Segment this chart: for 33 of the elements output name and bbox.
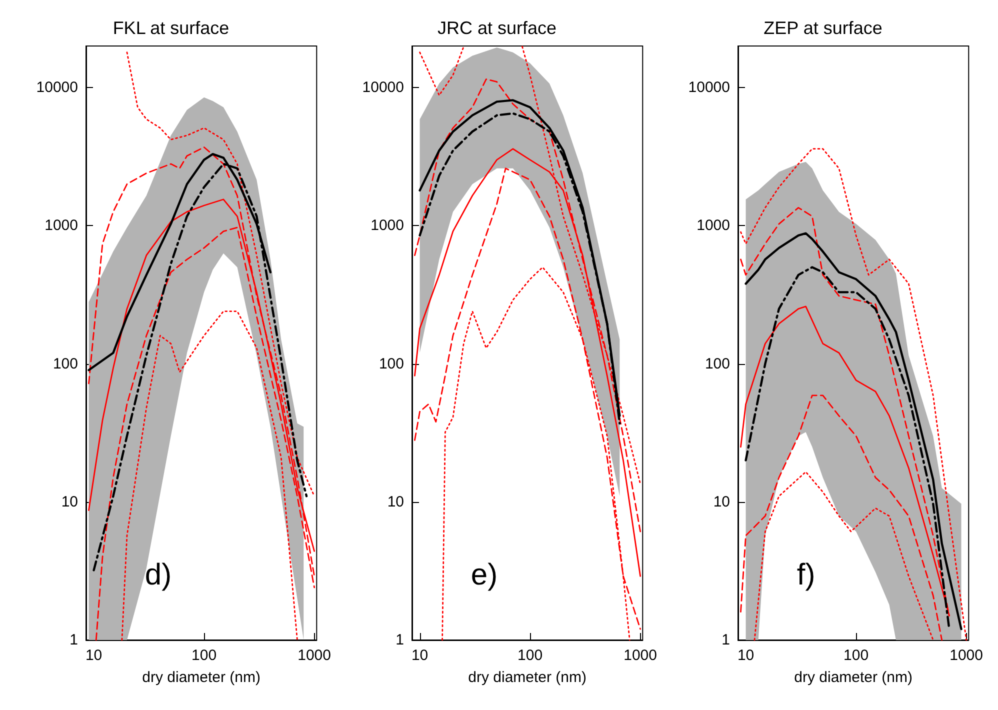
x-tick-label: 10	[85, 647, 102, 664]
x-axis-title: dry diameter (nm)	[468, 669, 587, 686]
chart-title: JRC at surface	[437, 18, 557, 38]
y-tick-label: 100	[378, 355, 404, 372]
x-tick-label: 100	[518, 647, 543, 664]
y-tick-label: 10000	[362, 79, 404, 96]
x-tick-label: 10	[411, 647, 428, 664]
y-tick-label: 100	[52, 355, 78, 372]
y-tick-label: 100	[704, 355, 730, 372]
y-tick-label: 1000	[696, 217, 730, 234]
annotation: e)	[470, 558, 498, 592]
y-tick-label: 10	[387, 493, 404, 510]
y-tick-label: 10	[61, 493, 78, 510]
y-tick-label: 1	[396, 632, 404, 648]
annotation: d)	[144, 558, 172, 592]
y-tick-label: 1000	[44, 217, 78, 234]
x-tick-label: 100	[192, 647, 217, 664]
y-tick-label: 10000	[688, 79, 730, 96]
annotation: f)	[796, 558, 816, 592]
x-tick-label: 10	[737, 647, 754, 664]
x-axis-title: dry diameter (nm)	[794, 669, 913, 686]
y-tick-label: 1	[70, 632, 78, 648]
x-tick-label: 100	[844, 647, 869, 664]
y-tick-label: 10000	[36, 79, 78, 96]
x-tick-label: 1000	[950, 647, 984, 664]
y-tick-label: 10	[713, 493, 730, 510]
x-tick-label: 1000	[298, 647, 332, 664]
y-tick-label: 1	[722, 632, 730, 648]
chart-title: ZEP at surface	[764, 18, 882, 38]
x-axis-title: dry diameter (nm)	[142, 669, 261, 686]
y-tick-label: 1000	[370, 217, 404, 234]
x-tick-label: 1000	[624, 647, 658, 664]
chart-title: FKL at surface	[112, 18, 230, 38]
